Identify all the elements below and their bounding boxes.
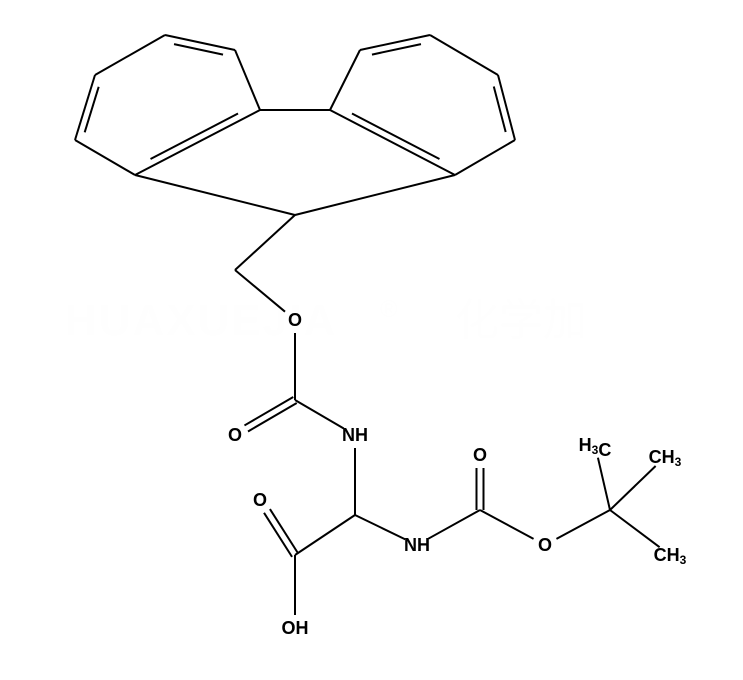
- atom-o1: O: [288, 310, 302, 330]
- atom-n2: NH: [404, 535, 430, 555]
- atom-m1: H3C: [579, 435, 612, 460]
- molecule-diagram: HUAXUEJIA ® 化学加 O O NH O OH NH O O H3C CH3 CH3: [0, 0, 743, 680]
- atom-o3: O: [253, 490, 267, 510]
- atom-m3: CH3: [654, 545, 687, 567]
- atom-o4: OH: [282, 618, 309, 638]
- watermark-sup: ®: [380, 296, 398, 323]
- watermark-cjk: 化学加: [455, 296, 587, 345]
- label-layer: O O NH O OH NH O O H3C CH3 CH3: [228, 310, 687, 638]
- atom-n1: NH: [342, 425, 368, 445]
- atom-o6: O: [538, 535, 552, 555]
- watermark: HUAXUEJIA ® 化学加: [65, 296, 587, 345]
- atom-o5: O: [473, 445, 487, 465]
- atom-o2: O: [228, 425, 242, 445]
- atom-m2: CH3: [649, 447, 682, 469]
